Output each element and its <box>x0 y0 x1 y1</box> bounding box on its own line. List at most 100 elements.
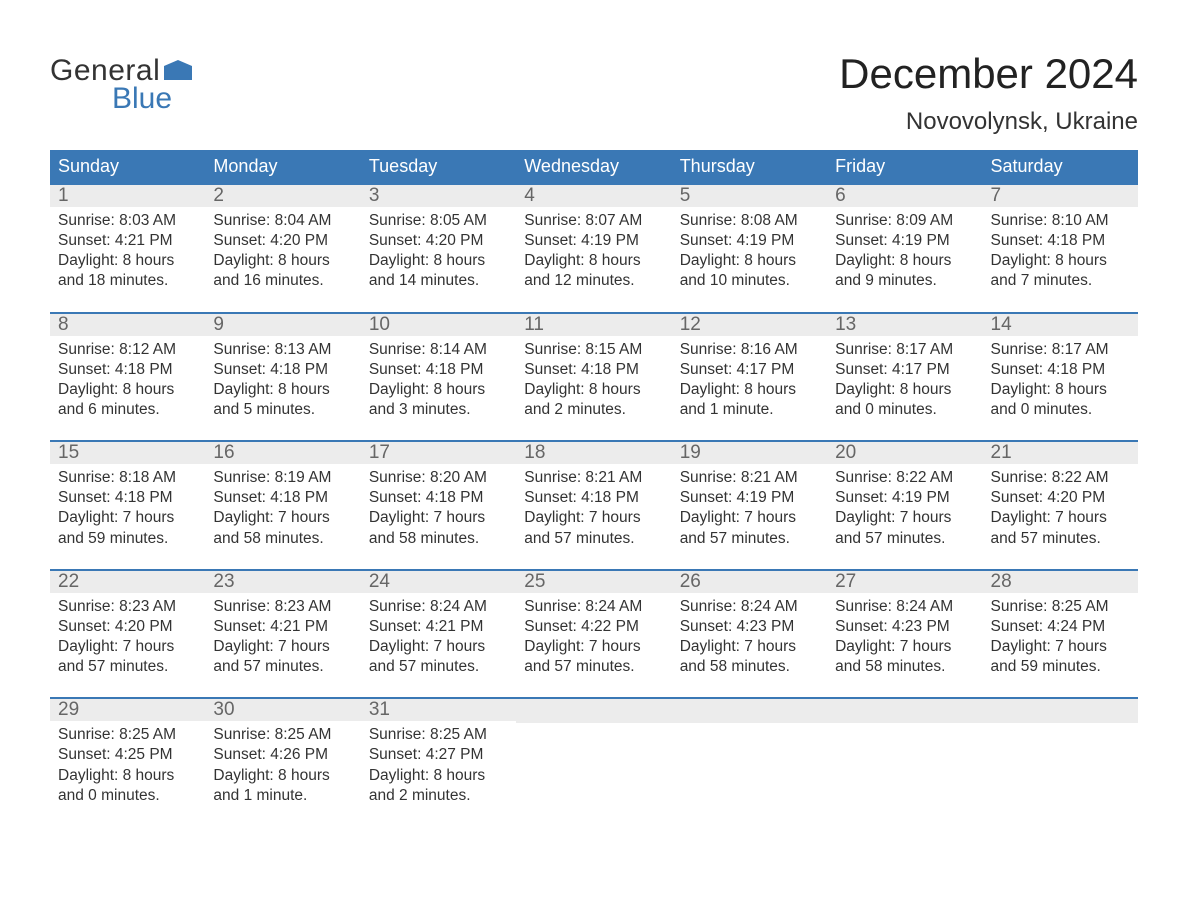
day-number: 21 <box>983 442 1138 464</box>
day-dl1: Daylight: 8 hours <box>991 380 1130 400</box>
day-dl1: Daylight: 8 hours <box>369 380 508 400</box>
day-number: 23 <box>205 571 360 593</box>
day-sunset: Sunset: 4:19 PM <box>524 231 663 251</box>
day-details: Sunrise: 8:09 AMSunset: 4:19 PMDaylight:… <box>827 207 982 298</box>
day-cell: 30Sunrise: 8:25 AMSunset: 4:26 PMDayligh… <box>205 699 360 812</box>
day-dl1: Daylight: 8 hours <box>58 251 197 271</box>
day-dl1: Daylight: 7 hours <box>524 508 663 528</box>
day-number: 5 <box>672 185 827 207</box>
title-block: December 2024 Novovolynsk, Ukraine <box>839 50 1138 136</box>
day-cell: 13Sunrise: 8:17 AMSunset: 4:17 PMDayligh… <box>827 314 982 427</box>
day-cell: 8Sunrise: 8:12 AMSunset: 4:18 PMDaylight… <box>50 314 205 427</box>
day-number: 14 <box>983 314 1138 336</box>
day-details: Sunrise: 8:23 AMSunset: 4:21 PMDaylight:… <box>205 593 360 684</box>
day-number: 1 <box>50 185 205 207</box>
day-cell: 3Sunrise: 8:05 AMSunset: 4:20 PMDaylight… <box>361 185 516 298</box>
day-dl2: and 2 minutes. <box>524 400 663 420</box>
day-number: 10 <box>361 314 516 336</box>
day-cell: 11Sunrise: 8:15 AMSunset: 4:18 PMDayligh… <box>516 314 671 427</box>
day-dl1: Daylight: 7 hours <box>58 508 197 528</box>
weekday-header-sunday: Sunday <box>50 150 205 183</box>
day-dl1: Daylight: 7 hours <box>213 508 352 528</box>
day-sunset: Sunset: 4:21 PM <box>213 617 352 637</box>
day-sunset: Sunset: 4:18 PM <box>369 488 508 508</box>
day-dl2: and 58 minutes. <box>680 657 819 677</box>
week-row: 15Sunrise: 8:18 AMSunset: 4:18 PMDayligh… <box>50 440 1138 555</box>
day-cell: 24Sunrise: 8:24 AMSunset: 4:21 PMDayligh… <box>361 571 516 684</box>
day-dl2: and 59 minutes. <box>58 529 197 549</box>
day-details: Sunrise: 8:18 AMSunset: 4:18 PMDaylight:… <box>50 464 205 555</box>
day-dl1: Daylight: 8 hours <box>58 766 197 786</box>
day-number <box>516 699 671 723</box>
empty-cell <box>672 699 827 812</box>
day-details: Sunrise: 8:17 AMSunset: 4:18 PMDaylight:… <box>983 336 1138 427</box>
day-sunset: Sunset: 4:17 PM <box>680 360 819 380</box>
weekday-header-monday: Monday <box>205 150 360 183</box>
day-cell: 21Sunrise: 8:22 AMSunset: 4:20 PMDayligh… <box>983 442 1138 555</box>
day-dl1: Daylight: 7 hours <box>58 637 197 657</box>
day-number: 17 <box>361 442 516 464</box>
day-dl2: and 3 minutes. <box>369 400 508 420</box>
day-details: Sunrise: 8:19 AMSunset: 4:18 PMDaylight:… <box>205 464 360 555</box>
day-sunset: Sunset: 4:18 PM <box>213 360 352 380</box>
day-dl1: Daylight: 7 hours <box>835 508 974 528</box>
day-cell: 29Sunrise: 8:25 AMSunset: 4:25 PMDayligh… <box>50 699 205 812</box>
day-number: 28 <box>983 571 1138 593</box>
day-cell: 1Sunrise: 8:03 AMSunset: 4:21 PMDaylight… <box>50 185 205 298</box>
day-dl2: and 16 minutes. <box>213 271 352 291</box>
day-dl2: and 0 minutes. <box>835 400 974 420</box>
day-number: 15 <box>50 442 205 464</box>
day-cell: 9Sunrise: 8:13 AMSunset: 4:18 PMDaylight… <box>205 314 360 427</box>
day-dl2: and 57 minutes. <box>835 529 974 549</box>
day-number <box>672 699 827 723</box>
day-details: Sunrise: 8:12 AMSunset: 4:18 PMDaylight:… <box>50 336 205 427</box>
day-sunrise: Sunrise: 8:22 AM <box>991 468 1130 488</box>
weekday-header-row: SundayMondayTuesdayWednesdayThursdayFrid… <box>50 150 1138 183</box>
day-sunset: Sunset: 4:19 PM <box>680 488 819 508</box>
day-sunrise: Sunrise: 8:17 AM <box>835 340 974 360</box>
day-number: 20 <box>827 442 982 464</box>
day-dl2: and 57 minutes. <box>524 657 663 677</box>
day-sunrise: Sunrise: 8:04 AM <box>213 211 352 231</box>
location-label: Novovolynsk, Ukraine <box>839 108 1138 136</box>
day-cell: 20Sunrise: 8:22 AMSunset: 4:19 PMDayligh… <box>827 442 982 555</box>
day-details: Sunrise: 8:24 AMSunset: 4:21 PMDaylight:… <box>361 593 516 684</box>
day-sunset: Sunset: 4:18 PM <box>58 360 197 380</box>
day-sunrise: Sunrise: 8:20 AM <box>369 468 508 488</box>
day-details: Sunrise: 8:07 AMSunset: 4:19 PMDaylight:… <box>516 207 671 298</box>
day-number: 16 <box>205 442 360 464</box>
day-sunset: Sunset: 4:18 PM <box>369 360 508 380</box>
day-dl2: and 0 minutes. <box>58 786 197 806</box>
day-sunrise: Sunrise: 8:18 AM <box>58 468 197 488</box>
day-number: 31 <box>361 699 516 721</box>
day-sunset: Sunset: 4:18 PM <box>991 231 1130 251</box>
day-number: 6 <box>827 185 982 207</box>
day-details: Sunrise: 8:17 AMSunset: 4:17 PMDaylight:… <box>827 336 982 427</box>
day-details: Sunrise: 8:23 AMSunset: 4:20 PMDaylight:… <box>50 593 205 684</box>
day-sunset: Sunset: 4:18 PM <box>991 360 1130 380</box>
weekday-header-friday: Friday <box>827 150 982 183</box>
weekday-header-tuesday: Tuesday <box>361 150 516 183</box>
day-dl1: Daylight: 8 hours <box>835 251 974 271</box>
empty-cell <box>516 699 671 812</box>
day-dl1: Daylight: 7 hours <box>680 508 819 528</box>
day-details: Sunrise: 8:24 AMSunset: 4:22 PMDaylight:… <box>516 593 671 684</box>
day-dl1: Daylight: 8 hours <box>680 251 819 271</box>
day-dl1: Daylight: 8 hours <box>213 380 352 400</box>
day-details: Sunrise: 8:16 AMSunset: 4:17 PMDaylight:… <box>672 336 827 427</box>
day-dl2: and 59 minutes. <box>991 657 1130 677</box>
day-dl2: and 18 minutes. <box>58 271 197 291</box>
day-number: 22 <box>50 571 205 593</box>
day-details: Sunrise: 8:22 AMSunset: 4:20 PMDaylight:… <box>983 464 1138 555</box>
day-dl2: and 57 minutes. <box>680 529 819 549</box>
day-sunrise: Sunrise: 8:14 AM <box>369 340 508 360</box>
day-sunrise: Sunrise: 8:25 AM <box>213 725 352 745</box>
day-sunset: Sunset: 4:21 PM <box>58 231 197 251</box>
week-row: 22Sunrise: 8:23 AMSunset: 4:20 PMDayligh… <box>50 569 1138 684</box>
day-dl1: Daylight: 8 hours <box>991 251 1130 271</box>
day-sunrise: Sunrise: 8:22 AM <box>835 468 974 488</box>
day-dl1: Daylight: 7 hours <box>835 637 974 657</box>
day-sunrise: Sunrise: 8:23 AM <box>213 597 352 617</box>
day-dl1: Daylight: 7 hours <box>524 637 663 657</box>
day-cell: 14Sunrise: 8:17 AMSunset: 4:18 PMDayligh… <box>983 314 1138 427</box>
